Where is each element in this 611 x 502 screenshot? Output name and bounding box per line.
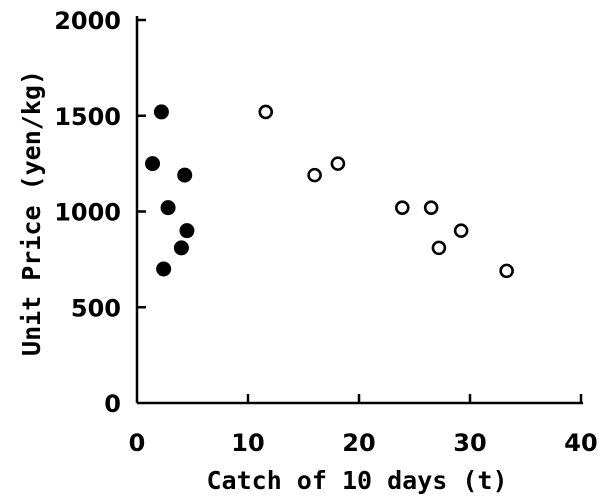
y-tick-label: 1000 [54,199,121,227]
x-tick-label: 30 [453,429,486,457]
x-tick-label: 40 [564,429,597,457]
open-data-point [423,200,439,215]
open-data-point [258,104,274,120]
open-data-point [394,200,410,215]
open-data-point [307,167,322,183]
filled-data-point [153,104,169,120]
open-data-point [330,156,346,171]
y-tick-label: 0 [104,390,121,418]
x-axis-title: Catch of 10 days (t) [206,466,507,495]
filled-data-point [177,167,193,183]
open-data-point [453,223,469,238]
axes [135,16,583,405]
filled-data-point [160,200,176,216]
x-ticks: 0 10 20 30 40 [129,394,598,457]
x-tick-label: 20 [342,429,375,457]
y-ticks: 0 500 1000 1500 2000 [54,7,146,418]
filled-data-point [179,223,195,239]
open-data-point [431,240,447,256]
filled-data-point [173,240,189,256]
x-tick-label: 0 [129,429,146,457]
y-tick-label: 2000 [54,7,121,35]
data-points [145,104,514,279]
y-axis-title: Unit Price (yen/kg) [17,70,46,356]
y-tick-label: 500 [71,294,121,322]
open-data-point [499,263,514,279]
y-tick-label: 1500 [54,103,121,131]
filled-data-point [156,261,172,277]
x-tick-label: 10 [231,429,264,457]
filled-data-point [145,156,161,172]
